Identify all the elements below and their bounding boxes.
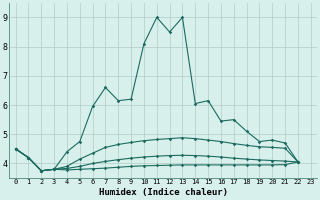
X-axis label: Humidex (Indice chaleur): Humidex (Indice chaleur) [99,188,228,197]
